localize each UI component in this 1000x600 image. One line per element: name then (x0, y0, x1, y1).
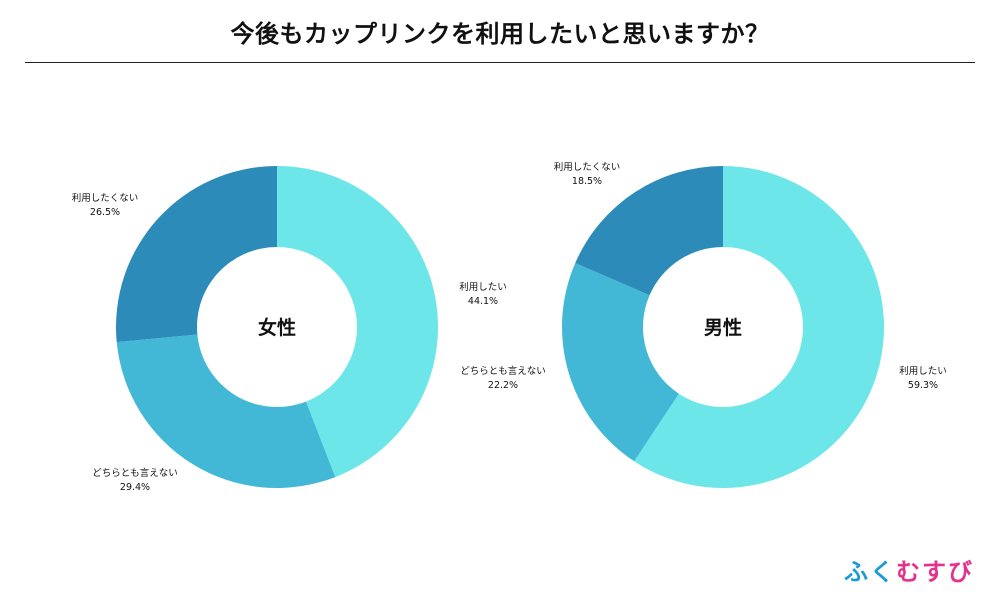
slice-value-use: 59.3% (908, 380, 938, 391)
logo-part-1: ふく (844, 558, 896, 586)
donut-center-label: 男性 (704, 316, 742, 339)
brand-logo: ふくむすび (844, 552, 974, 587)
slice-value-not-use: 26.5% (90, 207, 120, 218)
donut-center-label: 女性 (258, 316, 296, 339)
slice-value-use: 44.1% (468, 296, 498, 307)
slice-value-not-use: 18.5% (572, 176, 602, 187)
slice-use (277, 166, 439, 478)
slice-label-use: 利用したい (899, 365, 947, 377)
slice-label-not-use: 利用したくない (72, 192, 139, 204)
slice-value-neutral: 29.4% (120, 482, 150, 493)
slice-use (634, 166, 884, 488)
slice-label-neutral: どちらとも言えない (460, 365, 546, 377)
donut-chart-female: 利用したい 44.1% どちらとも言えない 29.4% 利用したくない 26.5% 女性 (72, 166, 507, 493)
slice-not-use (116, 166, 277, 343)
title-divider (25, 62, 975, 63)
slice-label-not-use: 利用したくない (554, 161, 621, 173)
slice-label-neutral: どちらとも言えない (92, 467, 178, 479)
slice-neutral (561, 263, 679, 462)
logo-part-2: むすび (896, 558, 974, 586)
slice-value-neutral: 22.2% (488, 380, 518, 391)
chart-title: 今後もカップリンクを利用したいと思いますか？ (230, 20, 770, 48)
donut-chart-male: 利用したい 59.3% どちらとも言えない 22.2% 利用したくない 18.5% 男性 (460, 161, 947, 488)
slice-neutral (116, 334, 336, 488)
slice-not-use (575, 166, 723, 296)
slice-label-use: 利用したい (459, 281, 507, 293)
